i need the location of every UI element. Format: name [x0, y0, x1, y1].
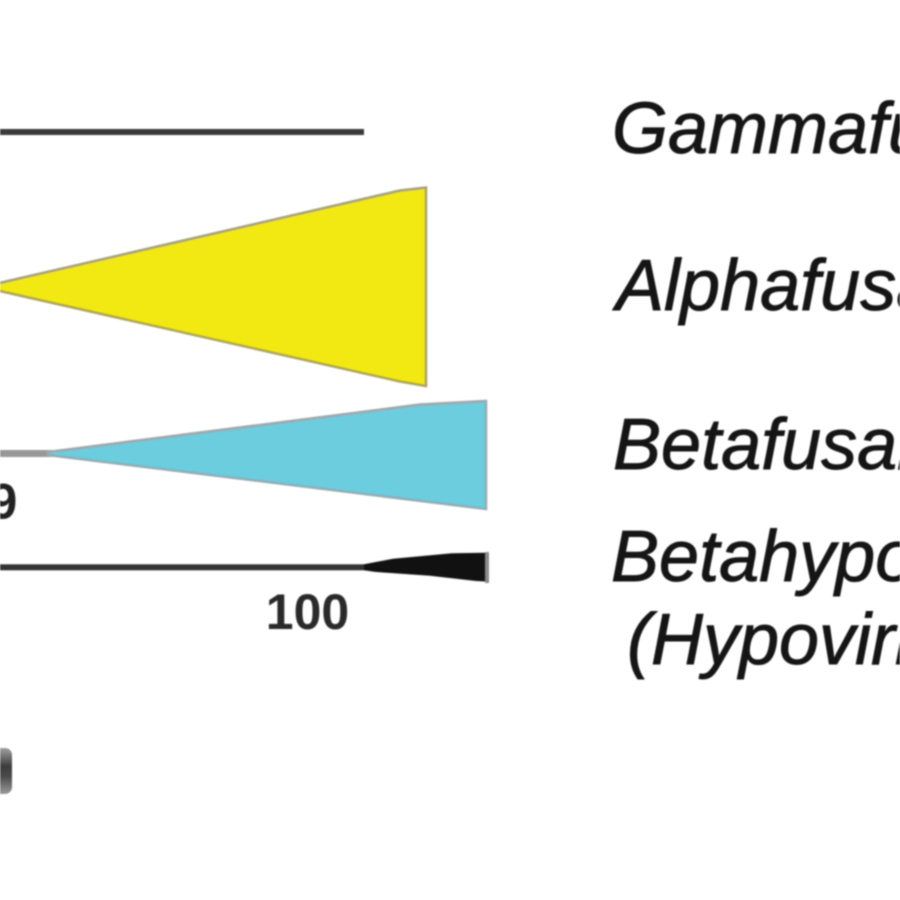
- svg-text:Gammafusarivirus: Gammafusarivirus: [612, 89, 900, 169]
- svg-text:Betahypovirus: Betahypovirus: [611, 517, 900, 597]
- svg-text:9: 9: [0, 474, 17, 530]
- svg-text:(Hypoviridae): (Hypoviridae): [627, 600, 900, 680]
- svg-text:Alphafusarivirus: Alphafusarivirus: [612, 246, 900, 326]
- svg-text:Betafusarivirus: Betafusarivirus: [613, 405, 900, 485]
- svg-text:100: 100: [266, 584, 349, 640]
